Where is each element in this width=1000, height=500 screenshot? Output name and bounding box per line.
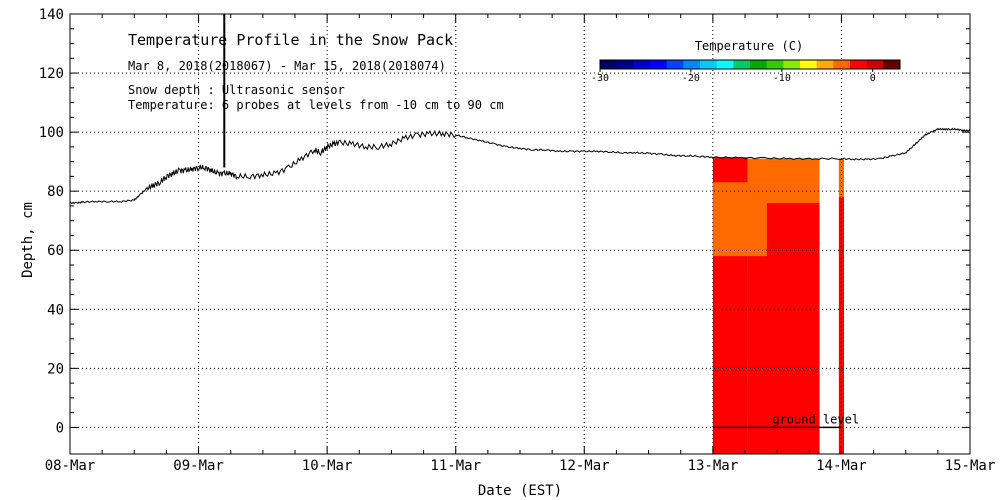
colorbar-swatch — [883, 60, 901, 69]
snow-depth-note: Snow depth : Ultrasonic sensor — [128, 83, 345, 97]
snow-depth-line — [69, 127, 971, 205]
colorbar-tick-label: -10 — [773, 73, 791, 84]
colorbar-swatch — [750, 60, 768, 69]
colorbar-ticks: -30 -20 -10 0 — [591, 69, 876, 84]
y-tick-label: 80 — [47, 184, 64, 200]
colorbar-title: Temperature (C) — [695, 39, 803, 53]
colorbar-swatch — [666, 60, 684, 69]
temperature-bands — [712, 157, 844, 454]
chart-subtitle: Mar 8, 2018(2018067) - Mar 15, 2018(2018… — [128, 59, 446, 73]
colorbar-swatch — [733, 60, 751, 69]
x-axis-ticks: 08-Mar 09-Mar 10-Mar 11-Mar 12-Mar 13-Mar 14-M… — [45, 14, 996, 474]
colorbar-swatch — [716, 60, 734, 69]
x-tick-label: 08-Mar — [45, 458, 96, 474]
colorbar-swatch — [816, 60, 834, 69]
colorbar-swatch — [616, 60, 634, 69]
colorbar-tick-label: -20 — [682, 73, 700, 84]
colorbar-swatch — [633, 60, 651, 69]
x-tick-label: 09-Mar — [173, 458, 224, 474]
x-tick-label: 12-Mar — [559, 458, 610, 474]
y-tick-label: 140 — [39, 7, 64, 23]
colorbar-tick-label: -30 — [591, 73, 609, 84]
temperature-band-5 — [838, 158, 844, 198]
colorbar-swatch — [833, 60, 851, 69]
temperature-band-3 — [712, 182, 767, 257]
temperature-band-4 — [838, 197, 844, 454]
x-tick-label: 10-Mar — [302, 458, 353, 474]
x-tick-label: 13-Mar — [688, 458, 739, 474]
x-axis-label: Date (EST) — [478, 483, 562, 499]
y-tick-label: 60 — [47, 243, 64, 259]
x-tick-label: 15-Mar — [945, 458, 996, 474]
y-tick-label: 0 — [56, 420, 64, 436]
colorbar-swatch — [700, 60, 718, 69]
grid-lines — [70, 14, 970, 454]
colorbar-swatch — [766, 60, 784, 69]
plot-frame — [69, 13, 971, 455]
colorbar-tick-label: 0 — [870, 73, 876, 84]
y-tick-label: 20 — [47, 361, 64, 377]
y-tick-label: 120 — [39, 66, 64, 82]
colorbar-swatch — [683, 60, 701, 69]
colorbar-swatch — [800, 60, 818, 69]
colorbar-swatch — [600, 60, 618, 69]
colorbar-swatch — [783, 60, 801, 69]
x-tick-label: 14-Mar — [816, 458, 867, 474]
y-axis-ticks: 0 20 40 60 80 100 120 140 — [39, 7, 970, 436]
temperature-note: Temperature: 6 probes at levels from -10… — [128, 98, 504, 112]
chart-title: Temperature Profile in the Snow Pack — [128, 31, 453, 49]
temperature-colorbar — [599, 59, 901, 70]
x-tick-label: 11-Mar — [430, 458, 481, 474]
y-tick-label: 40 — [47, 302, 64, 318]
colorbar-swatch — [850, 60, 868, 69]
ground-level-label: ground level — [772, 412, 859, 426]
colorbar-swatch — [866, 60, 884, 69]
colorbar-frame — [599, 59, 901, 70]
colorbar-swatch — [650, 60, 668, 69]
y-tick-label: 100 — [39, 125, 64, 141]
y-axis-label: Depth, cm — [20, 202, 36, 278]
